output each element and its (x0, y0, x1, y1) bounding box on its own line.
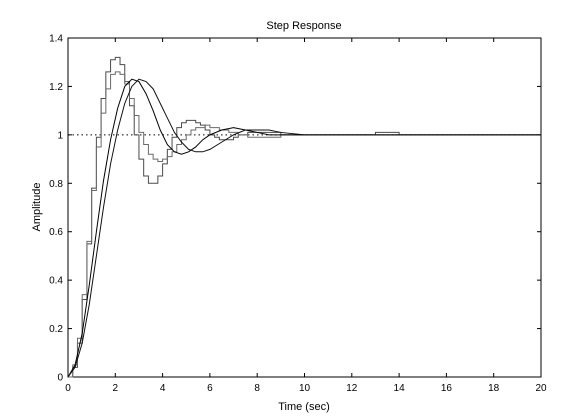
y-axis-label: Amplitude (31, 183, 43, 232)
y-tick-label: 0.6 (49, 227, 63, 238)
x-tick-label: 8 (254, 383, 260, 394)
x-tick-label: 16 (441, 383, 453, 394)
x-tick-label: 12 (346, 383, 358, 394)
y-tick-label: 0.2 (49, 324, 63, 335)
series-4-line (67, 78, 541, 378)
series-1-line (68, 56, 541, 378)
x-tick-label: 2 (113, 383, 119, 394)
y-tick-label: 0.8 (49, 179, 63, 190)
x-tick-label: 4 (160, 383, 166, 394)
x-tick-label: 6 (207, 383, 213, 394)
x-tick-label: 10 (299, 383, 311, 394)
x-tick-label: 14 (394, 383, 406, 394)
y-tick-label: 1.4 (49, 34, 63, 45)
x-tick-label: 0 (65, 383, 71, 394)
y-tick-label: 1 (57, 130, 63, 141)
x-axis-label: Time (sec) (278, 401, 330, 413)
plot-area: 0 2 4 6 8 10 12 14 16 18 20 0 0.2 0.4 0.6 0.8 1 1.2 1.4 (49, 34, 547, 395)
y-tick-label: 0.4 (49, 276, 63, 287)
y-tick-label: 1.2 (49, 82, 63, 93)
chart-title: Step Response (266, 20, 341, 32)
x-tick-label: 20 (535, 383, 547, 394)
y-tick-label: 0 (57, 373, 63, 384)
x-tick-label: 18 (488, 383, 500, 394)
